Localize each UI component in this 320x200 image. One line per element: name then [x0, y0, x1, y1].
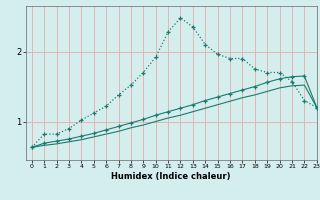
X-axis label: Humidex (Indice chaleur): Humidex (Indice chaleur) — [111, 172, 231, 181]
